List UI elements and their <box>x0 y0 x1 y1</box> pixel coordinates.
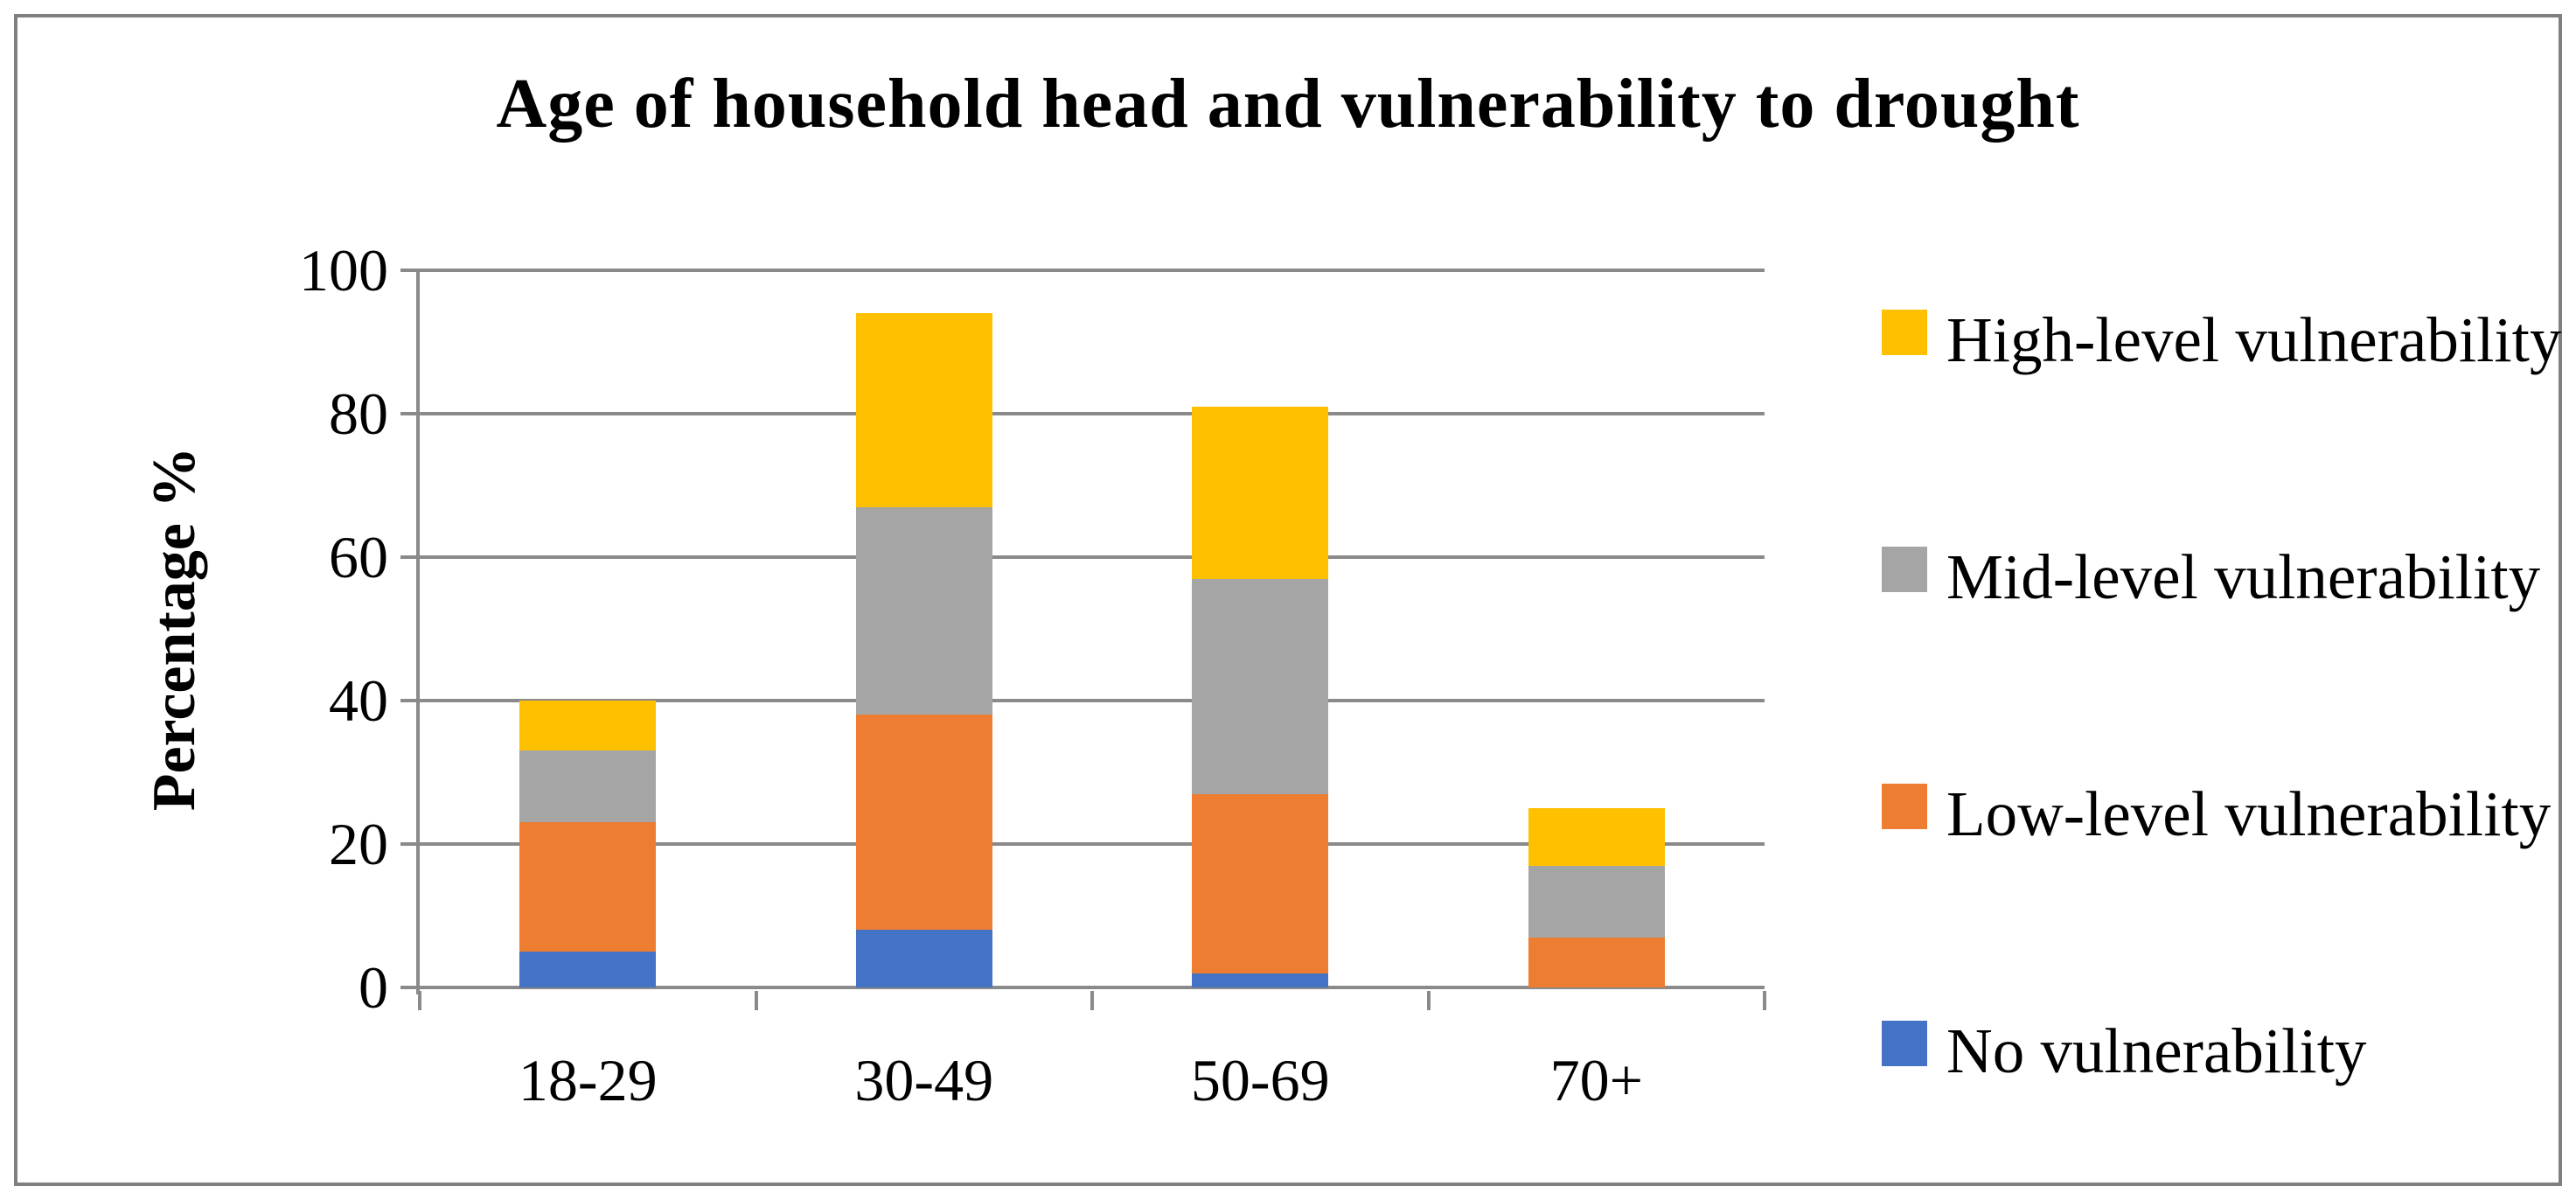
legend-swatch <box>1882 310 1927 355</box>
x-tick <box>1090 991 1094 1010</box>
legend-label: Low-level vulnerability <box>1946 778 2552 849</box>
x-axis-label: 18-29 <box>518 1047 658 1113</box>
figure-border <box>14 14 2562 1186</box>
bar-segment <box>855 715 992 931</box>
y-tick-label: 60 <box>329 524 388 590</box>
legend-label: Mid-level vulnerability <box>1946 541 2541 612</box>
bar-segment <box>1192 793 1329 973</box>
y-tick-label: 20 <box>329 811 388 877</box>
x-tick <box>1763 991 1766 1010</box>
y-tick <box>400 842 420 846</box>
gridline <box>420 842 1765 846</box>
x-tick <box>1426 991 1431 1010</box>
bar-segment <box>519 701 657 751</box>
x-tick <box>418 991 421 1010</box>
x-axis-line <box>420 986 1765 989</box>
bar-segment <box>519 750 657 823</box>
y-tick-label: 100 <box>299 237 388 303</box>
legend-swatch <box>1882 1021 1927 1066</box>
bar-segment <box>855 506 992 715</box>
x-axis-label: 50-69 <box>1190 1047 1330 1113</box>
legend-swatch <box>1882 784 1927 829</box>
bar-segment <box>1192 406 1329 579</box>
y-tick <box>400 412 420 415</box>
bar-segment <box>1528 865 1665 938</box>
gridline <box>420 269 1765 272</box>
y-tick-label: 40 <box>329 667 388 734</box>
legend-label: High-level vulnerability <box>1946 304 2562 375</box>
bar-segment <box>1528 808 1665 866</box>
y-tick <box>400 699 420 702</box>
x-tick <box>754 991 758 1010</box>
legend-label: No vulnerability <box>1946 1015 2367 1086</box>
bar-segment <box>855 313 992 507</box>
gridline <box>420 412 1765 415</box>
y-axis-line <box>416 270 420 994</box>
y-tick <box>400 555 420 559</box>
gridline <box>420 699 1765 702</box>
bar-segment <box>1192 973 1329 987</box>
legend-swatch <box>1882 547 1927 592</box>
x-axis-label: 70+ <box>1549 1047 1643 1113</box>
bar-segment <box>519 952 657 987</box>
x-axis-label: 30-49 <box>854 1047 994 1113</box>
gridline <box>420 555 1765 559</box>
chart-title: Age of household head and vulnerability … <box>496 66 2080 143</box>
y-tick-label: 80 <box>329 380 388 447</box>
bar-segment <box>1528 937 1665 987</box>
y-axis-title: Percentage % <box>141 446 208 812</box>
bar-segment <box>855 930 992 987</box>
y-tick-label: 0 <box>359 954 388 1021</box>
bar-segment <box>519 822 657 952</box>
y-tick <box>400 269 420 272</box>
bar-segment <box>1192 578 1329 794</box>
y-tick <box>400 986 420 989</box>
